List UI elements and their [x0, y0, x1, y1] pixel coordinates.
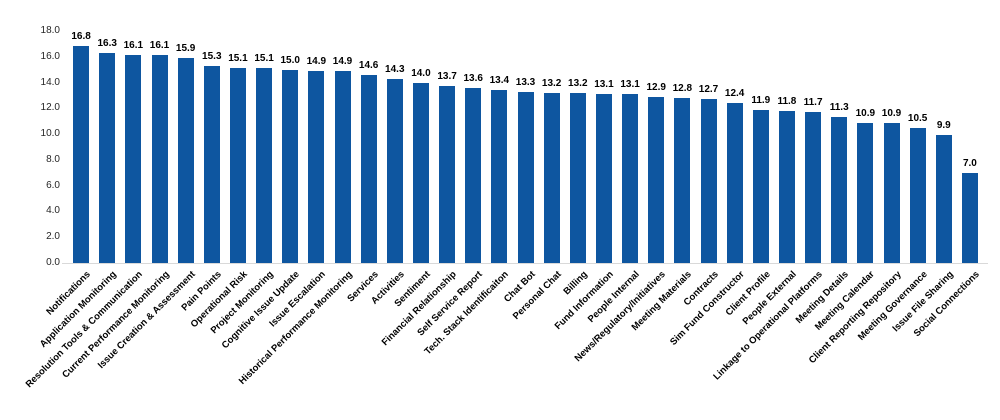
bar-value-label: 11.7 [803, 97, 823, 109]
bar-value-label: 10.5 [907, 112, 928, 124]
y-axis-tick-label: 18.0 [40, 25, 60, 36]
bar-value-label: 16.8 [71, 31, 91, 43]
bar-value-label: 13.2 [541, 77, 562, 89]
bar [256, 68, 273, 263]
bar-value-label: 14.9 [306, 55, 327, 67]
bar-value-label: 16.1 [149, 40, 170, 52]
bar [543, 92, 560, 263]
bar-value-label: 13.7 [437, 71, 457, 83]
bar [961, 172, 978, 263]
bar-value-label: 16.1 [123, 40, 144, 52]
bar [439, 86, 456, 263]
bar [883, 122, 900, 263]
y-axis-tick-label: 2.0 [46, 231, 60, 243]
bar-value-label: 14.9 [332, 55, 353, 67]
bar-value-label: 11.3 [829, 102, 849, 114]
bar [465, 87, 482, 263]
bar-value-label: 11.8 [777, 95, 797, 107]
bar [412, 82, 429, 263]
y-axis-tick-label: 4.0 [46, 205, 60, 217]
bar-value-label: 13.4 [489, 75, 510, 87]
y-axis-tick-label: 16.0 [40, 50, 60, 62]
bar [386, 78, 403, 263]
bar [151, 55, 168, 263]
y-axis-tick-label: 14.0 [40, 76, 60, 88]
bar [334, 70, 351, 263]
bar [831, 117, 848, 263]
bar [674, 98, 691, 263]
bar-value-label: 15.0 [280, 54, 300, 66]
bar-value-label: 15.1 [228, 53, 248, 65]
bar [282, 69, 299, 263]
bar [648, 96, 665, 263]
bar [700, 99, 717, 263]
bar [595, 94, 612, 263]
bar-value-label: 12.7 [698, 84, 719, 96]
bar-value-label: 12.9 [646, 81, 666, 93]
bar-value-label: 14.0 [411, 67, 431, 79]
y-axis-tick-label: 0.0 [46, 257, 60, 268]
bar [308, 70, 325, 263]
bar-value-label: 12.4 [724, 88, 745, 100]
bar-value-label: 14.6 [358, 59, 379, 71]
y-axis-tick-label: 6.0 [46, 179, 60, 191]
bar [229, 68, 246, 263]
x-axis-line [62, 263, 988, 264]
bar-value-label: 14.3 [385, 63, 405, 75]
bar [778, 110, 795, 263]
bar-value-label: 15.9 [175, 43, 196, 55]
bar [177, 58, 194, 263]
bar [752, 109, 769, 263]
bar-value-label: 11.9 [751, 94, 771, 106]
y-axis-tick-label: 10.0 [40, 128, 60, 140]
y-axis-tick-label: 8.0 [46, 153, 60, 165]
bar [935, 135, 952, 263]
bar-value-label: 12.8 [672, 83, 693, 95]
bar-value-label: 15.1 [254, 53, 274, 65]
bar [517, 91, 534, 263]
bar-value-label: 10.9 [855, 107, 876, 119]
bar-value-label: 16.3 [97, 37, 117, 49]
bar-value-label: 13.6 [463, 72, 483, 84]
bar [726, 103, 743, 263]
bar [360, 74, 377, 263]
y-axis-tick-label: 12.0 [40, 102, 60, 114]
bar [99, 52, 116, 263]
bar [491, 90, 508, 263]
bar [857, 122, 874, 263]
bar [569, 92, 586, 263]
bar [203, 65, 220, 263]
bar-value-label: 13.2 [568, 77, 588, 89]
bar [73, 46, 90, 263]
bar-value-label: 10.9 [881, 107, 902, 119]
bar [909, 127, 926, 263]
bar [805, 112, 822, 263]
bar-value-label: 15.3 [202, 50, 222, 62]
bar-value-label: 13.3 [515, 76, 536, 88]
bar-value-label: 7.0 [962, 157, 977, 169]
bar-value-label: 13.1 [620, 79, 640, 91]
bar-value-label: 9.9 [936, 120, 951, 132]
bar-value-label: 13.1 [594, 79, 614, 91]
bar [622, 94, 639, 263]
bar [125, 55, 142, 263]
